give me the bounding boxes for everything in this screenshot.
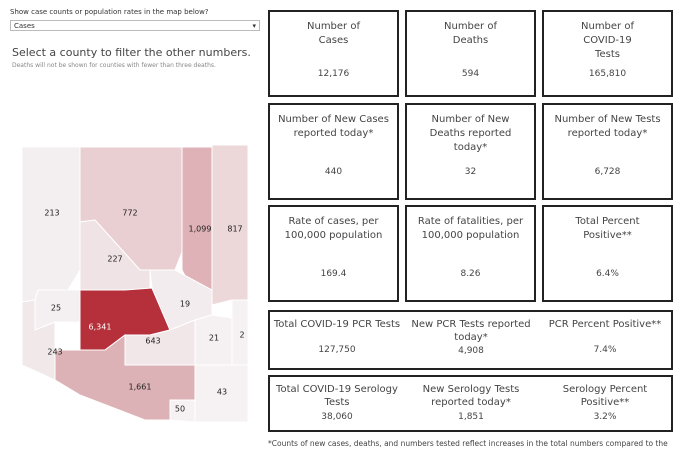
card-title: Rate of fatalities, per 100,000 populati… [417, 216, 524, 241]
card-title: Number of New Deaths reported today* [429, 114, 512, 153]
instructions: Select a county to filter the other numb… [12, 46, 251, 59]
county-label: 243 [47, 348, 62, 357]
note: Deaths will not be shown for counties wi… [12, 62, 216, 69]
cell-value: 38,060 [321, 412, 353, 422]
card-value: 440 [324, 167, 343, 177]
cell-value: 127,750 [318, 345, 356, 355]
county-label: 21 [209, 334, 219, 343]
county-label: 1,099 [189, 225, 212, 234]
county-label: 2 [239, 331, 244, 340]
county-label: 817 [227, 225, 242, 234]
stat-cell: PCR Percent Positive** 7.4% [538, 312, 672, 368]
footnote: *Counts of new cases, deaths, and number… [268, 439, 668, 448]
card-value: 8.26 [460, 269, 481, 279]
county-label: 643 [145, 337, 160, 346]
card-value: 32 [464, 167, 477, 177]
card-title: Rate of cases, per 100,000 population [284, 216, 383, 241]
cell-value: 3.2% [593, 412, 617, 422]
card-title: Number of Deaths [444, 21, 497, 46]
county-label: 213 [44, 209, 59, 218]
card-value: 6,728 [594, 167, 621, 177]
card-value: 12,176 [317, 69, 350, 79]
stat-card: Total Percent Positive** 6.4% [542, 205, 673, 302]
county-label: 6,341 [89, 323, 112, 332]
control-label: Show case counts or population rates in … [10, 8, 209, 16]
cell-value: 4,908 [458, 346, 484, 356]
card-value: 169.4 [320, 269, 347, 279]
cell-title: New Serology Tests reported today* [422, 384, 520, 408]
stat-card: Number of Deaths 594 [405, 10, 536, 97]
stat-cell: New Serology Tests reported today* 1,851 [404, 377, 538, 430]
cell-title: PCR Percent Positive** [548, 319, 662, 330]
stat-card: Number of New Cases reported today* 440 [268, 103, 399, 200]
county-label: 25 [51, 304, 61, 313]
county[interactable] [21, 146, 81, 303]
cell-value: 7.4% [593, 345, 617, 355]
county-label: 43 [217, 388, 227, 397]
stat-cell: Total COVID-19 PCR Tests 127,750 [270, 312, 404, 368]
stat-card: Number of Cases 12,176 [268, 10, 399, 97]
cell-title: New PCR Tests reported today* [411, 319, 531, 343]
county[interactable] [21, 299, 56, 381]
stat-cell: Total COVID-19 Serology Tests 38,060 [270, 377, 404, 430]
stat-panel: Total COVID-19 Serology Tests 38,060 New S… [268, 375, 673, 432]
stat-card: Number of New Deaths reported today* 32 [405, 103, 536, 200]
cell-title: Total COVID-19 PCR Tests [273, 319, 401, 330]
cell-title: Total COVID-19 Serology Tests [276, 384, 398, 408]
card-title: Number of New Cases reported today* [278, 114, 389, 139]
county-label: 50 [175, 405, 185, 414]
card-title: Number of New Tests reported today* [554, 114, 661, 139]
cell-value: 1,851 [458, 412, 484, 422]
stat-card: Rate of cases, per 100,000 population 169… [268, 205, 399, 302]
card-value: 165,810 [588, 69, 627, 79]
stat-card: Rate of fatalities, per 100,000 populati… [405, 205, 536, 302]
county[interactable] [194, 364, 249, 423]
card-title: Number of COVID-19 Tests [581, 21, 634, 60]
stat-panel: Total COVID-19 PCR Tests 127,750 New PCR T… [268, 310, 673, 370]
county-label: 1,661 [129, 383, 152, 392]
stat-card: Number of COVID-19 Tests 165,810 [542, 10, 673, 97]
dropdown[interactable]: Cases [10, 20, 260, 32]
stat-cell: Serology Percent Positive** 3.2% [538, 377, 672, 430]
card-title: Number of Cases [307, 21, 360, 46]
county-label: 772 [122, 209, 137, 218]
county-label: 19 [180, 300, 190, 309]
card-title: Total Percent Positive** [575, 216, 640, 241]
card-value: 594 [461, 69, 480, 79]
card-value: 6.4% [596, 269, 619, 279]
stat-cell: New PCR Tests reported today* 4,908 [404, 312, 538, 368]
cell-title: Serology Percent Positive** [562, 384, 648, 408]
county[interactable] [181, 146, 213, 291]
stat-card: Number of New Tests reported today* 6,728 [542, 103, 673, 200]
county-label: 227 [107, 255, 122, 264]
